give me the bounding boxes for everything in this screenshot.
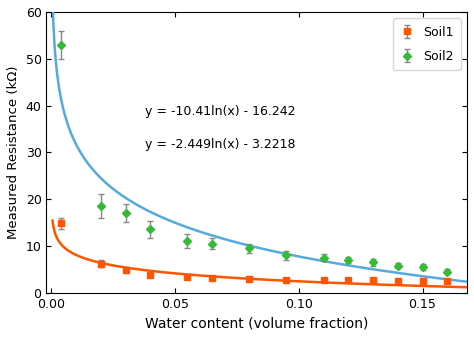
X-axis label: Water content (volume fraction): Water content (volume fraction) xyxy=(145,316,368,330)
Legend: Soil1, Soil2: Soil1, Soil2 xyxy=(393,18,461,70)
Y-axis label: Measured Resistance (kΩ): Measured Resistance (kΩ) xyxy=(7,65,20,239)
Text: y = -10.41ln(x) - 16.242: y = -10.41ln(x) - 16.242 xyxy=(146,105,296,118)
Text: y = -2.449ln(x) - 3.2218: y = -2.449ln(x) - 3.2218 xyxy=(146,137,296,151)
